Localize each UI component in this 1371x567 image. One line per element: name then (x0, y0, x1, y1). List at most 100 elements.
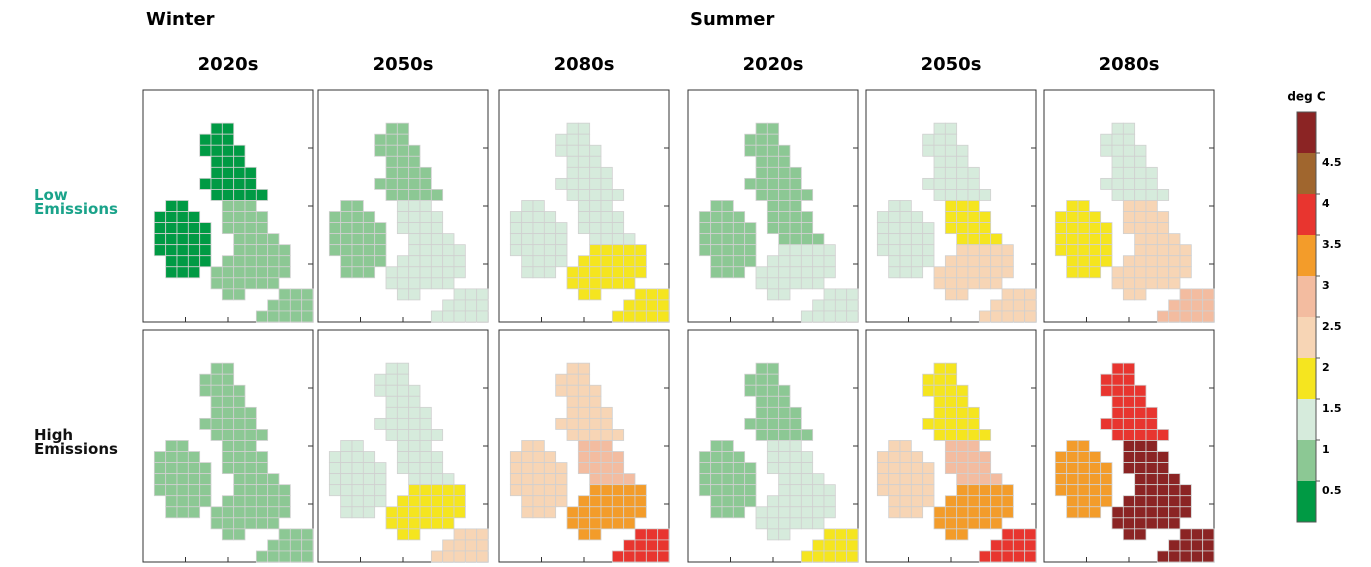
grid-cell (351, 211, 364, 223)
grid-cell (233, 506, 246, 519)
grid-cell (1088, 211, 1102, 223)
grid-cell (1122, 144, 1136, 157)
grid-cell (589, 155, 602, 168)
grid-cell (990, 539, 1003, 552)
grid-cell (956, 484, 969, 497)
grid-cell (710, 233, 723, 246)
grid-cell (800, 517, 814, 530)
grid-cell (755, 122, 768, 135)
grid-cell (1156, 484, 1170, 497)
grid-cell (430, 451, 444, 463)
grid-cell (744, 473, 757, 486)
grid-cell (789, 244, 802, 257)
grid-cell (623, 255, 636, 268)
grid-cell (1012, 539, 1026, 552)
grid-cell (698, 451, 712, 463)
grid-cell (1122, 462, 1136, 475)
grid-cell (710, 495, 723, 508)
grid-cell (888, 255, 901, 268)
grid-cell (910, 451, 924, 463)
grid-cell (778, 266, 791, 279)
grid-cell (1168, 266, 1181, 279)
grid-cell (933, 277, 946, 290)
grid-cell (442, 495, 455, 508)
grid-cell (176, 473, 189, 486)
grid-cell (944, 462, 958, 475)
grid-cell (956, 277, 969, 290)
grid-cell (1001, 266, 1014, 279)
grid-cell (1179, 484, 1192, 497)
grid-cell (1111, 517, 1124, 530)
grid-cell (566, 506, 579, 519)
grid-cell (967, 406, 980, 419)
grid-cell (944, 517, 958, 530)
grid-cell (766, 277, 780, 290)
grid-cell (1145, 189, 1158, 201)
grid-cell (589, 189, 602, 201)
grid-cell (577, 133, 591, 146)
grid-cell (766, 362, 780, 375)
grid-cell (1088, 222, 1102, 235)
grid-cell (944, 166, 958, 179)
grid-cell (555, 417, 568, 430)
grid-cell (267, 299, 280, 312)
grid-cell (255, 255, 269, 268)
grid-cell (1156, 451, 1170, 463)
grid-cell (267, 473, 280, 486)
grid-cell (385, 277, 398, 290)
grid-cell (577, 266, 591, 279)
grid-cell (933, 429, 946, 441)
grid-cell (289, 550, 303, 563)
grid-cell (1145, 451, 1158, 463)
grid-cell (846, 299, 859, 312)
grid-cell (910, 266, 924, 279)
grid-cell (1088, 506, 1102, 519)
grid-cell (1168, 244, 1181, 257)
grid-cell (634, 288, 647, 301)
grid-cell (888, 473, 901, 486)
grid-cell (340, 462, 353, 475)
grid-cell (600, 244, 613, 257)
grid-cell (1111, 429, 1124, 441)
grid-cell (566, 517, 579, 530)
grid-cell (340, 255, 353, 268)
grid-cell (899, 200, 912, 212)
grid-cell (1134, 155, 1147, 168)
grid-cell (1122, 451, 1136, 463)
grid-cell (165, 233, 178, 246)
grid-cell (1134, 440, 1147, 452)
grid-cell (589, 288, 602, 301)
legend-swatch (1297, 399, 1316, 440)
grid-cell (766, 506, 780, 519)
grid-cell (710, 200, 723, 212)
grid-cell (521, 506, 534, 519)
grid-cell (233, 244, 246, 257)
grid-cell (176, 200, 189, 212)
grid-cell (922, 495, 935, 508)
grid-cell (374, 462, 387, 475)
grid-cell (1100, 133, 1113, 146)
grid-cell (577, 406, 591, 419)
grid-cell (910, 473, 924, 486)
grid-cell (800, 189, 814, 201)
grid-cell (187, 495, 201, 508)
grid-cell (199, 255, 212, 268)
grid-cell (453, 244, 466, 257)
grid-cell (1122, 177, 1136, 190)
grid-cell (888, 222, 901, 235)
grid-cell (543, 233, 557, 246)
grid-cell (1134, 484, 1147, 497)
grid-cell (430, 266, 444, 279)
grid-cell (1054, 484, 1068, 497)
grid-cell (453, 288, 466, 301)
grid-cell (221, 144, 235, 157)
grid-cell (611, 277, 625, 290)
grid-cell (1122, 189, 1136, 201)
grid-cell (600, 473, 613, 486)
grid-cell (956, 233, 969, 246)
grid-cell (846, 550, 859, 563)
grid-cell (1134, 528, 1147, 541)
grid-cell (1168, 233, 1181, 246)
grid-cell (396, 255, 410, 268)
